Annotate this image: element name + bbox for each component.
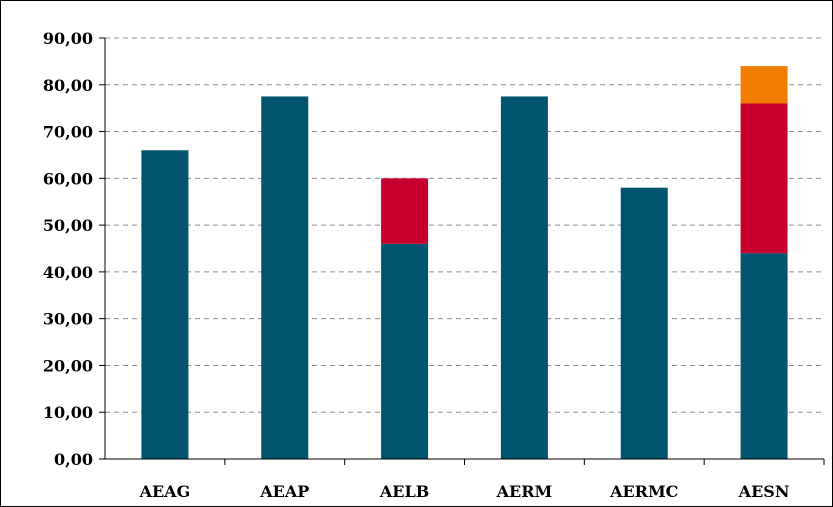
y-tick-label: 60,00 <box>43 169 93 188</box>
gridlines <box>105 37 824 413</box>
y-tick-label: 80,00 <box>43 76 93 95</box>
category-labels: AEAG AEAP AELB AERM AERMC AESN <box>139 482 790 501</box>
y-tick-labels: 0,00 10,00 20,00 30,00 40,00 50,00 60,00 70,00 8… <box>43 29 93 469</box>
bar-aermc-segment-1 <box>620 187 668 459</box>
bar-aesn-segment-3 <box>740 66 788 104</box>
y-tick-label: 30,00 <box>43 310 93 329</box>
bar-aeag-segment-1 <box>141 150 189 459</box>
category-label: AEAG <box>139 482 191 501</box>
bars <box>141 66 788 459</box>
bar-aesn-segment-2 <box>740 103 788 254</box>
y-tick-label: 40,00 <box>43 263 93 282</box>
category-label: AESN <box>738 482 790 501</box>
y-tick-label: 50,00 <box>43 216 93 235</box>
y-tick-label: 90,00 <box>43 29 93 48</box>
bar-aelb-segment-1 <box>381 243 429 459</box>
category-label: AERM <box>496 482 553 501</box>
bar-aelb-segment-2 <box>381 178 429 244</box>
y-tick-label: 10,00 <box>43 403 93 422</box>
bar-aerm-segment-1 <box>500 96 548 459</box>
y-tick-label: 20,00 <box>43 356 93 375</box>
bar-aesn-segment-1 <box>740 253 788 459</box>
y-tick-label: 0,00 <box>54 450 93 469</box>
y-tick-label: 70,00 <box>43 123 93 142</box>
category-label: AEAP <box>259 482 309 501</box>
bar-aeap-segment-1 <box>261 96 309 459</box>
category-label: AELB <box>379 482 429 501</box>
category-label: AERMC <box>609 482 678 501</box>
axes <box>99 37 825 465</box>
